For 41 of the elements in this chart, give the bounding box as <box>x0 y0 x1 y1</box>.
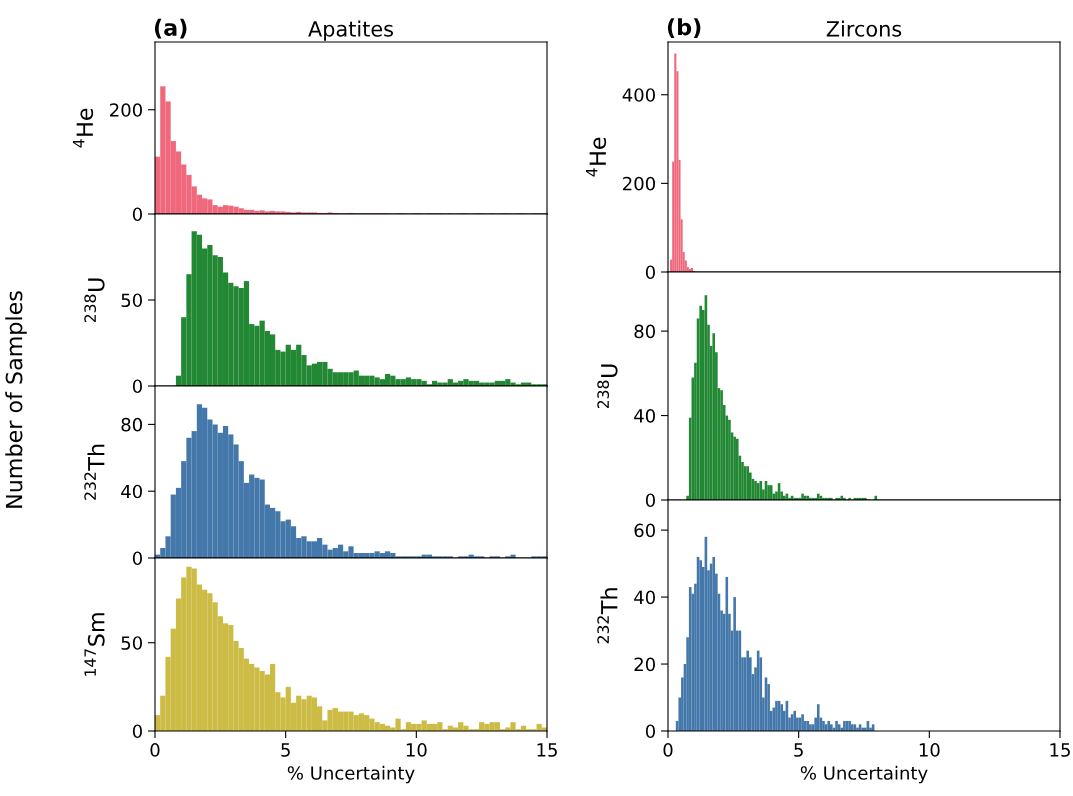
y-axis-title: $^{4}$He <box>586 137 607 177</box>
x-tick-label: 0 <box>663 743 673 757</box>
y-tick-label: 0 <box>645 493 655 508</box>
y-axis-title: $^{232}$Th <box>84 444 105 500</box>
y-axis-title: $^{238}$U <box>597 364 618 409</box>
y-axis-title: $^{147}$Sm <box>84 613 105 676</box>
y-tick-label: 50 <box>121 636 142 650</box>
chart-title: Apatites <box>308 20 393 41</box>
x-tick-label: 15 <box>1050 743 1070 757</box>
y-tick-label: 0 <box>132 379 142 394</box>
x-tick-label: 15 <box>537 743 557 757</box>
x-axis-title: % Uncertainty <box>287 765 415 784</box>
text: (b) <box>667 18 701 39</box>
chart-title: Zircons <box>826 20 902 37</box>
x-tick-label: 10 <box>406 743 427 757</box>
y-axis-title: $^{238}$U <box>84 278 105 323</box>
y-tick-label: 40 <box>634 590 655 605</box>
y-axis-title: $^{4}$He <box>73 108 94 148</box>
y-tick-label: 80 <box>121 417 142 432</box>
y-tick-label: 80 <box>634 324 655 339</box>
y-tick-label: 0 <box>132 724 142 739</box>
x-tick-label: 5 <box>281 743 290 757</box>
text: (a) <box>154 18 187 39</box>
x-axis-title: % Uncertainty <box>800 765 928 784</box>
y-tick-label: 40 <box>634 409 655 423</box>
y-tick-label: 50 <box>121 293 142 308</box>
y-tick-label: 0 <box>132 551 142 566</box>
y-tick-label: 60 <box>634 523 655 538</box>
x-tick-label: 10 <box>919 743 940 757</box>
y-tick-label: 0 <box>132 207 142 222</box>
y-tick-label: 400 <box>622 88 655 102</box>
y-tick-label: 0 <box>645 724 655 739</box>
y-tick-label: 20 <box>634 657 655 672</box>
y-tick-label: 40 <box>121 484 142 499</box>
x-tick-label: 0 <box>150 743 160 757</box>
y-tick-label: 0 <box>645 265 655 280</box>
y-tick-label: 200 <box>110 103 142 117</box>
x-tick-label: 5 <box>794 743 803 757</box>
text: Number of Samples <box>5 291 27 508</box>
y-tick-label: 200 <box>623 176 655 191</box>
y-axis-title: $^{232}$Th <box>597 588 618 644</box>
